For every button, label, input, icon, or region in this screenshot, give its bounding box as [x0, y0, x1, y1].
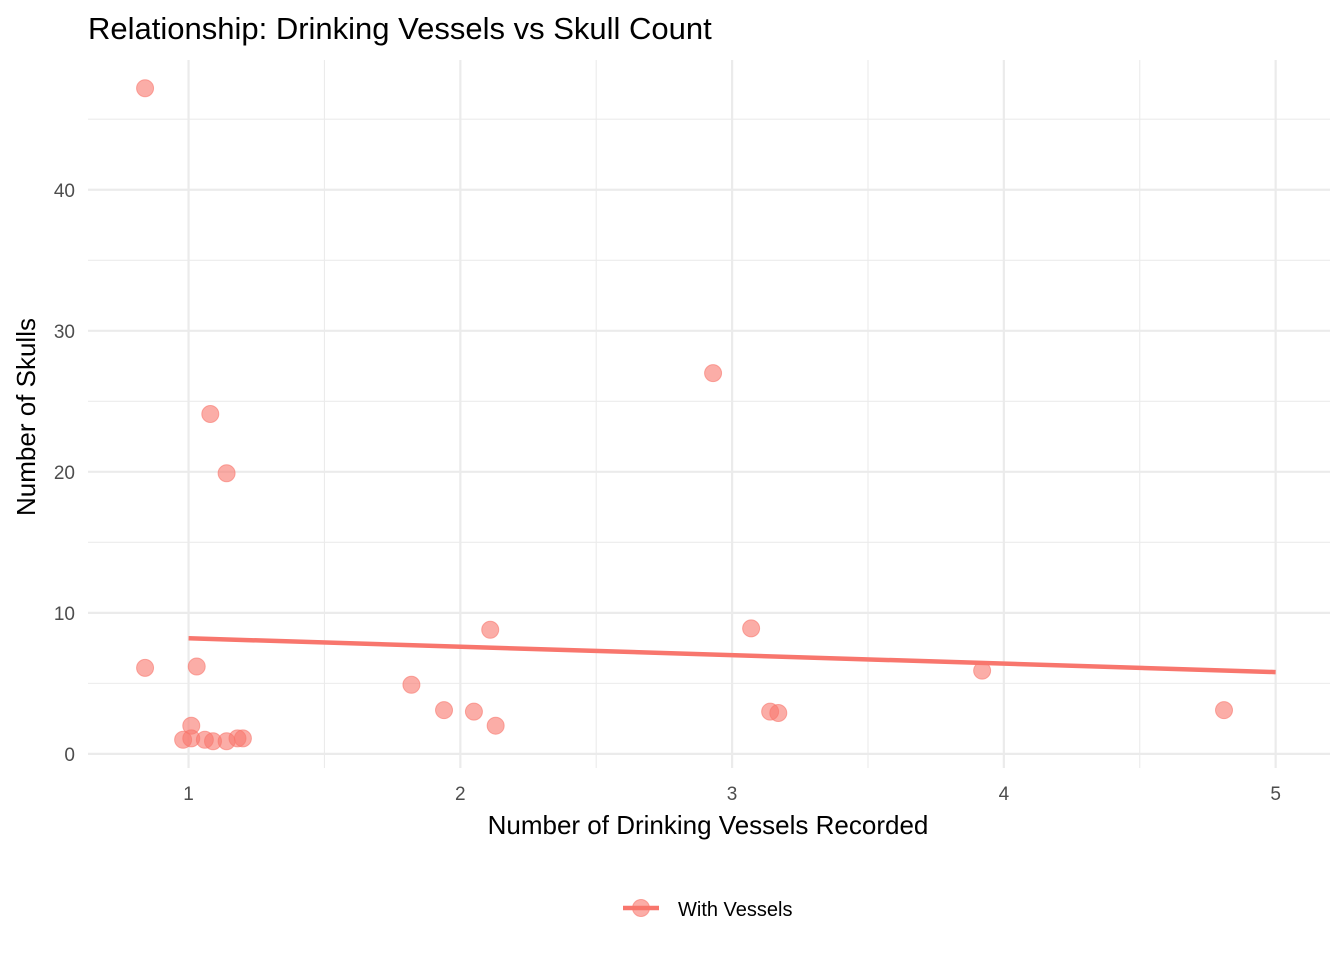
data-point	[187, 657, 206, 676]
data-point	[769, 703, 788, 722]
data-point	[486, 716, 505, 735]
data-point	[704, 364, 723, 383]
x-tick-label: 1	[183, 784, 194, 805]
y-tick-label: 40	[54, 181, 75, 202]
y-axis-ticks: 0 10 20 30 40	[54, 181, 75, 766]
data-point	[481, 620, 500, 639]
x-tick-label: 4	[999, 784, 1010, 805]
x-axis-ticks: 1 2 3 4 5	[183, 784, 1281, 805]
data-point	[136, 658, 155, 677]
y-tick-label: 20	[54, 463, 75, 484]
data-point	[217, 464, 236, 483]
legend-label-with-vessels: With Vessels	[678, 899, 792, 921]
data-point	[973, 661, 992, 680]
x-tick-label: 5	[1270, 784, 1281, 805]
x-tick-label: 3	[727, 784, 738, 805]
data-point	[136, 79, 155, 98]
data-point	[464, 702, 483, 721]
trend-line	[188, 635, 1276, 675]
y-axis-title: Number of Skulls	[11, 318, 41, 516]
data-point	[435, 701, 454, 720]
data-point	[201, 405, 220, 423]
data-point	[1215, 701, 1234, 720]
grid-layer	[88, 60, 1330, 768]
trend-layer	[188, 635, 1276, 675]
data-point	[233, 729, 252, 748]
legend: With Vessels	[623, 899, 792, 921]
legend-key-point	[632, 899, 650, 917]
chart-title: Relationship: Drinking Vessels vs Skull …	[88, 11, 712, 46]
y-tick-label: 30	[54, 322, 75, 343]
y-tick-label: 10	[54, 604, 75, 625]
data-point	[402, 675, 421, 694]
y-tick-label: 0	[64, 745, 75, 766]
x-axis-title: Number of Drinking Vessels Recorded	[488, 810, 929, 840]
x-tick-label: 2	[455, 784, 466, 805]
data-point	[742, 619, 761, 638]
points-layer	[136, 79, 1234, 751]
